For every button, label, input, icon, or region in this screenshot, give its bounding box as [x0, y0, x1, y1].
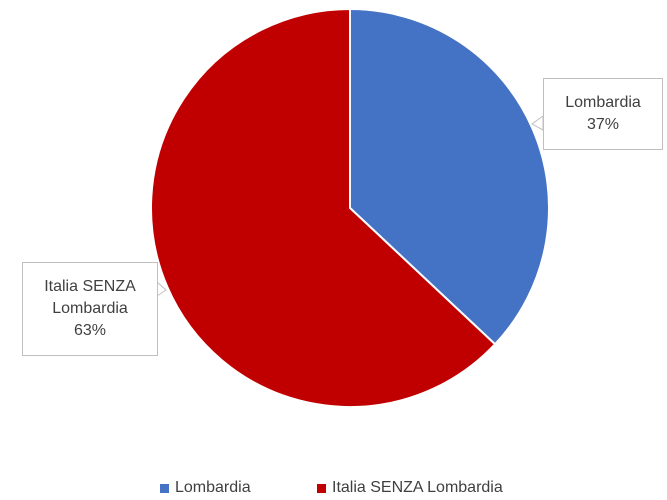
- data-label-value: 37%: [586, 116, 620, 133]
- callout-pointer: [531, 115, 544, 131]
- legend-item: Italia SENZA Lombardia: [317, 479, 503, 497]
- legend-swatch: [160, 483, 169, 493]
- callout-pointer: [156, 280, 167, 297]
- data-label: Lombardia 37%: [543, 78, 663, 150]
- legend-label: Lombardia: [175, 479, 251, 496]
- data-label-value: 63%: [73, 322, 107, 339]
- data-label: Italia SENZA Lombardia 63%: [22, 262, 158, 356]
- legend-item: Lombardia: [160, 479, 251, 497]
- data-label-category: Italia SENZA Lombardia: [44, 278, 136, 317]
- legend-label: Italia SENZA Lombardia: [332, 479, 503, 496]
- pie-slice: [150, 7, 497, 408]
- data-label-category: Lombardia: [565, 94, 641, 111]
- pie-slice: [349, 7, 550, 346]
- legend-swatch: [317, 483, 326, 493]
